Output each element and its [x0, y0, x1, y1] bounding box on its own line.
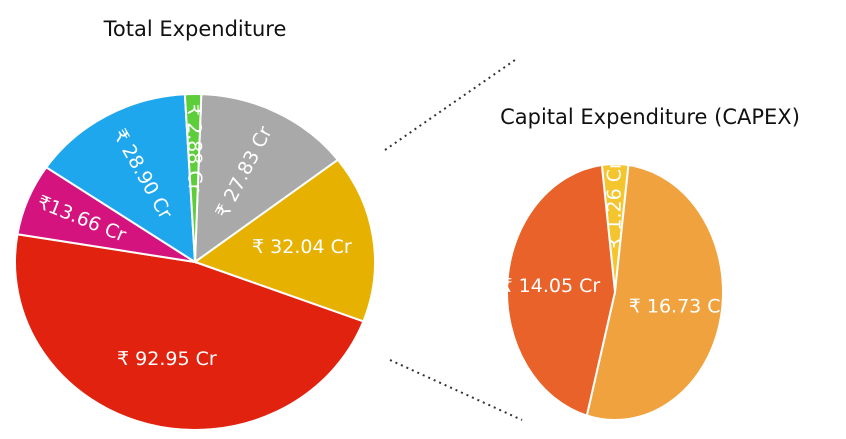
- pie-slice: [14, 233, 365, 431]
- data-label: ₹ 92.95 Cr: [117, 348, 217, 370]
- pie-slice: [585, 163, 724, 421]
- data-label: ₹ 32.04 Cr: [252, 236, 352, 258]
- data-label: ₹ 14.05 Cr: [501, 275, 601, 297]
- chart-title: Capital Expenditure (CAPEX): [500, 105, 800, 129]
- pie-slice: [192, 158, 376, 323]
- pie-slice: [44, 93, 197, 264]
- chart-title: Total Expenditure: [103, 17, 287, 41]
- connector: [389, 359, 523, 421]
- pie-slice: [193, 93, 340, 264]
- pie-slice: [183, 93, 203, 263]
- pie-slice: [506, 163, 617, 417]
- connector: [384, 59, 516, 151]
- data-label: ₹ 2.88 Cr: [183, 104, 206, 192]
- data-label: ₹ 16.73 Cr: [629, 295, 729, 317]
